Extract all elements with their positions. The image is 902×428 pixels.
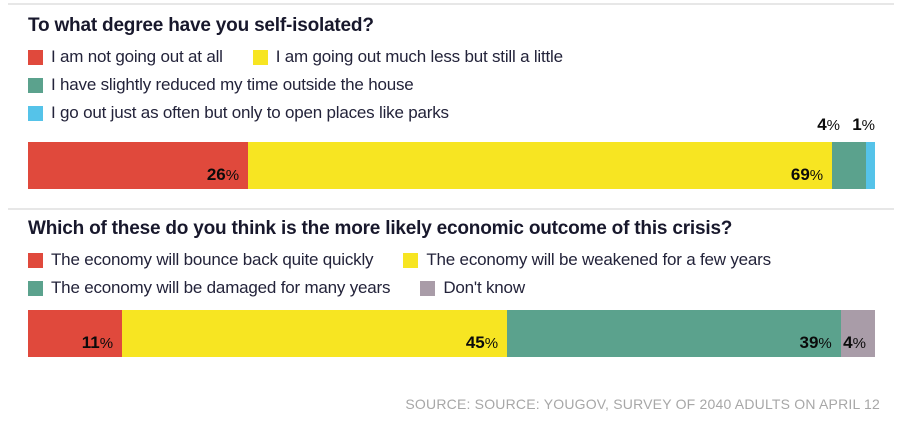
section-divider <box>8 208 894 210</box>
percent-sign: % <box>225 167 240 184</box>
legend-row: The economy will bounce back quite quick… <box>28 246 875 274</box>
legend-label: I have slightly reduced my time outside … <box>51 75 414 94</box>
stacked-bar-track: 26% 69% <box>28 142 875 189</box>
legend-swatch-icon <box>403 252 419 268</box>
legend-swatch-icon <box>420 280 436 296</box>
legend-label: Don't know <box>443 278 525 297</box>
stacked-bar-track: 11% 45% 39% 4% <box>28 310 875 357</box>
bar-segment: 39% <box>507 310 841 357</box>
legend-item: I go out just as often but only to open … <box>28 103 449 123</box>
segment-value-label-above: 4% <box>817 115 840 134</box>
legend-label: The economy will be damaged for many yea… <box>51 278 391 297</box>
legend: I am not going out at all I am going out … <box>28 43 875 127</box>
bar-segment <box>832 142 866 189</box>
legend-item: I am not going out at all <box>28 47 223 67</box>
bar-segment: 4% <box>840 310 875 357</box>
top-divider <box>8 3 894 5</box>
bar-segment <box>866 142 875 189</box>
bar-segment: 11% <box>28 310 123 357</box>
legend-item: The economy will bounce back quite quick… <box>28 250 374 270</box>
segment-value-label: 69% <box>790 165 824 184</box>
source-note: SOURCE: SOURCE: YOUGOV, SURVEY OF 2040 A… <box>405 396 880 412</box>
percent-sign: % <box>809 167 824 184</box>
segment-value-label: 4% <box>843 333 866 352</box>
percent-sign: % <box>484 335 499 352</box>
bar-segment: 45% <box>122 310 508 357</box>
legend-swatch-icon <box>252 49 268 65</box>
legend-label: I go out just as often but only to open … <box>51 103 449 122</box>
percent-sign: % <box>99 335 114 352</box>
legend-swatch-icon <box>28 280 43 296</box>
chart-title: To what degree have you self-isolated? <box>28 15 374 36</box>
percent-sign: % <box>818 335 832 352</box>
chart-economic-outcome: Which of these do you think is the more … <box>28 217 875 357</box>
legend-row: I go out just as often but only to open … <box>28 99 875 127</box>
legend-row: I have slightly reduced my time outside … <box>28 71 875 99</box>
legend-label: The economy will bounce back quite quick… <box>51 250 374 269</box>
segment-value-label-above: 1% <box>852 115 875 134</box>
bar-segment: 69% <box>248 142 833 189</box>
legend-item: I have slightly reduced my time outside … <box>28 75 414 95</box>
segment-value-label: 11% <box>81 333 114 352</box>
segment-value-label: 45% <box>465 333 499 352</box>
legend-label: I am not going out at all <box>51 47 223 66</box>
legend-row: The economy will be damaged for many yea… <box>28 274 875 302</box>
legend-item: I am going out much less but still a lit… <box>252 47 563 67</box>
percent-sign: % <box>852 335 866 352</box>
legend-item: The economy will be damaged for many yea… <box>28 278 391 298</box>
chart-self-isolation: To what degree have you self-isolated? I… <box>28 14 875 189</box>
legend-label: I am going out much less but still a lit… <box>275 47 563 66</box>
segment-value-label: 26% <box>206 165 240 184</box>
legend-swatch-icon <box>28 77 43 93</box>
percent-sign: % <box>826 117 840 134</box>
legend: The economy will bounce back quite quick… <box>28 246 875 302</box>
legend-swatch-icon <box>28 252 43 268</box>
segment-value-label: 39% <box>799 333 832 352</box>
legend-row: I am not going out at all I am going out … <box>28 43 875 71</box>
bar-segment: 26% <box>28 142 249 189</box>
percent-sign: % <box>861 117 875 134</box>
legend-label: The economy will be weakened for a few y… <box>426 250 771 269</box>
legend-swatch-icon <box>28 49 43 65</box>
legend-item: Don't know <box>420 278 525 298</box>
chart-title: Which of these do you think is the more … <box>28 218 733 239</box>
stacked-bar: 11% 45% 39% 4% <box>28 310 875 357</box>
legend-swatch-icon <box>28 105 43 121</box>
legend-item: The economy will be weakened for a few y… <box>403 250 771 270</box>
stacked-bar: 26% 69% 4% 1% <box>28 116 875 189</box>
